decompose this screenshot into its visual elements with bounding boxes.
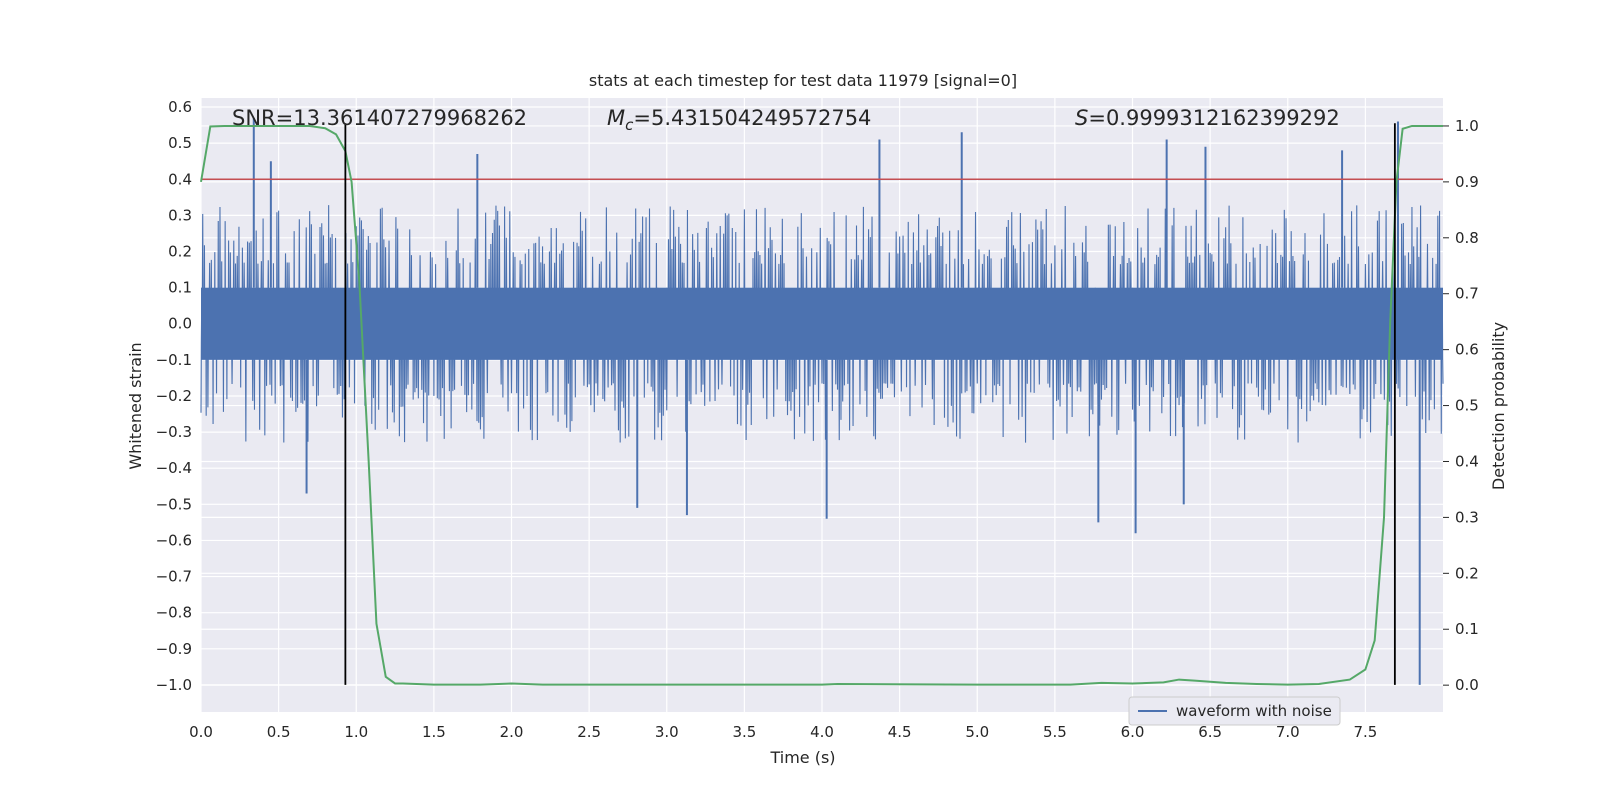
y2-tick-label: 0.7 — [1455, 285, 1479, 303]
x-tick-label: 2.5 — [577, 723, 601, 741]
y2-tick-label: 0.9 — [1455, 173, 1479, 191]
waveform-line — [200, 205, 1444, 443]
chirp-mass-subscript: c — [625, 116, 634, 134]
y2-axis-label: Detection probability — [1489, 322, 1508, 490]
y-tick-label: −0.9 — [156, 640, 192, 658]
y2-axis-ticks: 1.0 0.9 0.8 0.7 0.6 0.5 0.4 0.3 0.2 0.1 0.0 — [1443, 117, 1479, 694]
y2-tick-label: 0.0 — [1455, 676, 1479, 694]
y-tick-label: 0.6 — [168, 98, 192, 116]
y2-tick-label: 1.0 — [1455, 117, 1479, 135]
y-tick-label: −0.1 — [156, 351, 192, 369]
x-tick-label: 4.0 — [810, 723, 834, 741]
x-tick-label: 5.5 — [1043, 723, 1067, 741]
y-tick-label: −0.2 — [156, 387, 192, 405]
x-tick-label: 7.0 — [1276, 723, 1300, 741]
chirp-mass-symbol: M — [607, 106, 625, 130]
chart-title: stats at each timestep for test data 119… — [589, 71, 1017, 90]
y2-tick-label: 0.8 — [1455, 229, 1479, 247]
y-axis-label: Whitened strain — [126, 342, 145, 469]
score-value: =0.9999312162399292 — [1088, 106, 1339, 130]
chirp-mass-value: =5.431504249572754 — [633, 106, 871, 130]
y-tick-label: 0.1 — [168, 279, 192, 297]
y-tick-label: −0.5 — [156, 495, 192, 513]
y-tick-label: −0.3 — [156, 423, 192, 441]
y-tick-label: 0.3 — [168, 206, 192, 224]
series-layer — [200, 117, 1444, 685]
legend-box — [1128, 696, 1341, 726]
y2-tick-label: 0.4 — [1455, 452, 1479, 470]
legend-entry-waveform: waveform with noise — [1176, 702, 1332, 720]
y2-tick-label: 0.3 — [1455, 508, 1479, 526]
y-tick-label: −0.6 — [156, 531, 192, 549]
overlay-layer — [200, 123, 1443, 686]
x-tick-label: 3.5 — [732, 723, 756, 741]
score-symbol: S — [1075, 106, 1088, 130]
y-tick-label: −1.0 — [156, 676, 192, 694]
y-tick-label: 0.5 — [168, 134, 192, 152]
legend: waveform with noise — [1128, 696, 1341, 726]
y2-tick-label: 0.6 — [1455, 341, 1479, 359]
waveform-core-band — [201, 287, 1443, 360]
x-tick-label: 5.0 — [965, 723, 989, 741]
y-tick-label: −0.7 — [156, 568, 192, 586]
x-tick-label: 7.5 — [1353, 723, 1377, 741]
x-axis-ticks: 0.0 0.5 1.0 1.5 2.0 2.5 3.0 3.5 4.0 4.5 5.0 5.5 6.0 6… — [189, 723, 1377, 741]
x-tick-label: 1.0 — [344, 723, 368, 741]
x-tick-label: 2.0 — [500, 723, 524, 741]
score-annotation: S=0.9999312162399292 — [1075, 106, 1340, 130]
y-tick-label: −0.8 — [156, 604, 192, 622]
chirp-mass-annotation: Mc=5.431504249572754 — [607, 106, 871, 134]
y2-tick-label: 0.5 — [1455, 397, 1479, 415]
probability-line — [200, 124, 1443, 686]
y-tick-label: 0.2 — [168, 243, 192, 261]
x-tick-label: 0.0 — [189, 723, 213, 741]
y2-tick-label: 0.1 — [1455, 620, 1479, 638]
y-tick-label: 0.0 — [168, 315, 192, 333]
y2-tick-label: 0.2 — [1455, 564, 1479, 582]
x-tick-label: 3.0 — [655, 723, 679, 741]
x-tick-label: 6.5 — [1198, 723, 1222, 741]
snr-annotation: SNR=13.361407279968262 — [232, 106, 527, 130]
y-axis-ticks: 0.6 0.5 0.4 0.3 0.2 0.1 0.0 −0.1 −0.2 −0.3 −0.4 −0.… — [156, 98, 192, 694]
x-tick-label: 1.5 — [422, 723, 446, 741]
x-axis-label: Time (s) — [769, 748, 835, 767]
x-tick-label: 6.0 — [1121, 723, 1145, 741]
y-tick-label: 0.4 — [168, 170, 192, 188]
x-tick-label: 0.5 — [267, 723, 291, 741]
x-tick-label: 4.5 — [888, 723, 912, 741]
y-tick-label: −0.4 — [156, 459, 192, 477]
